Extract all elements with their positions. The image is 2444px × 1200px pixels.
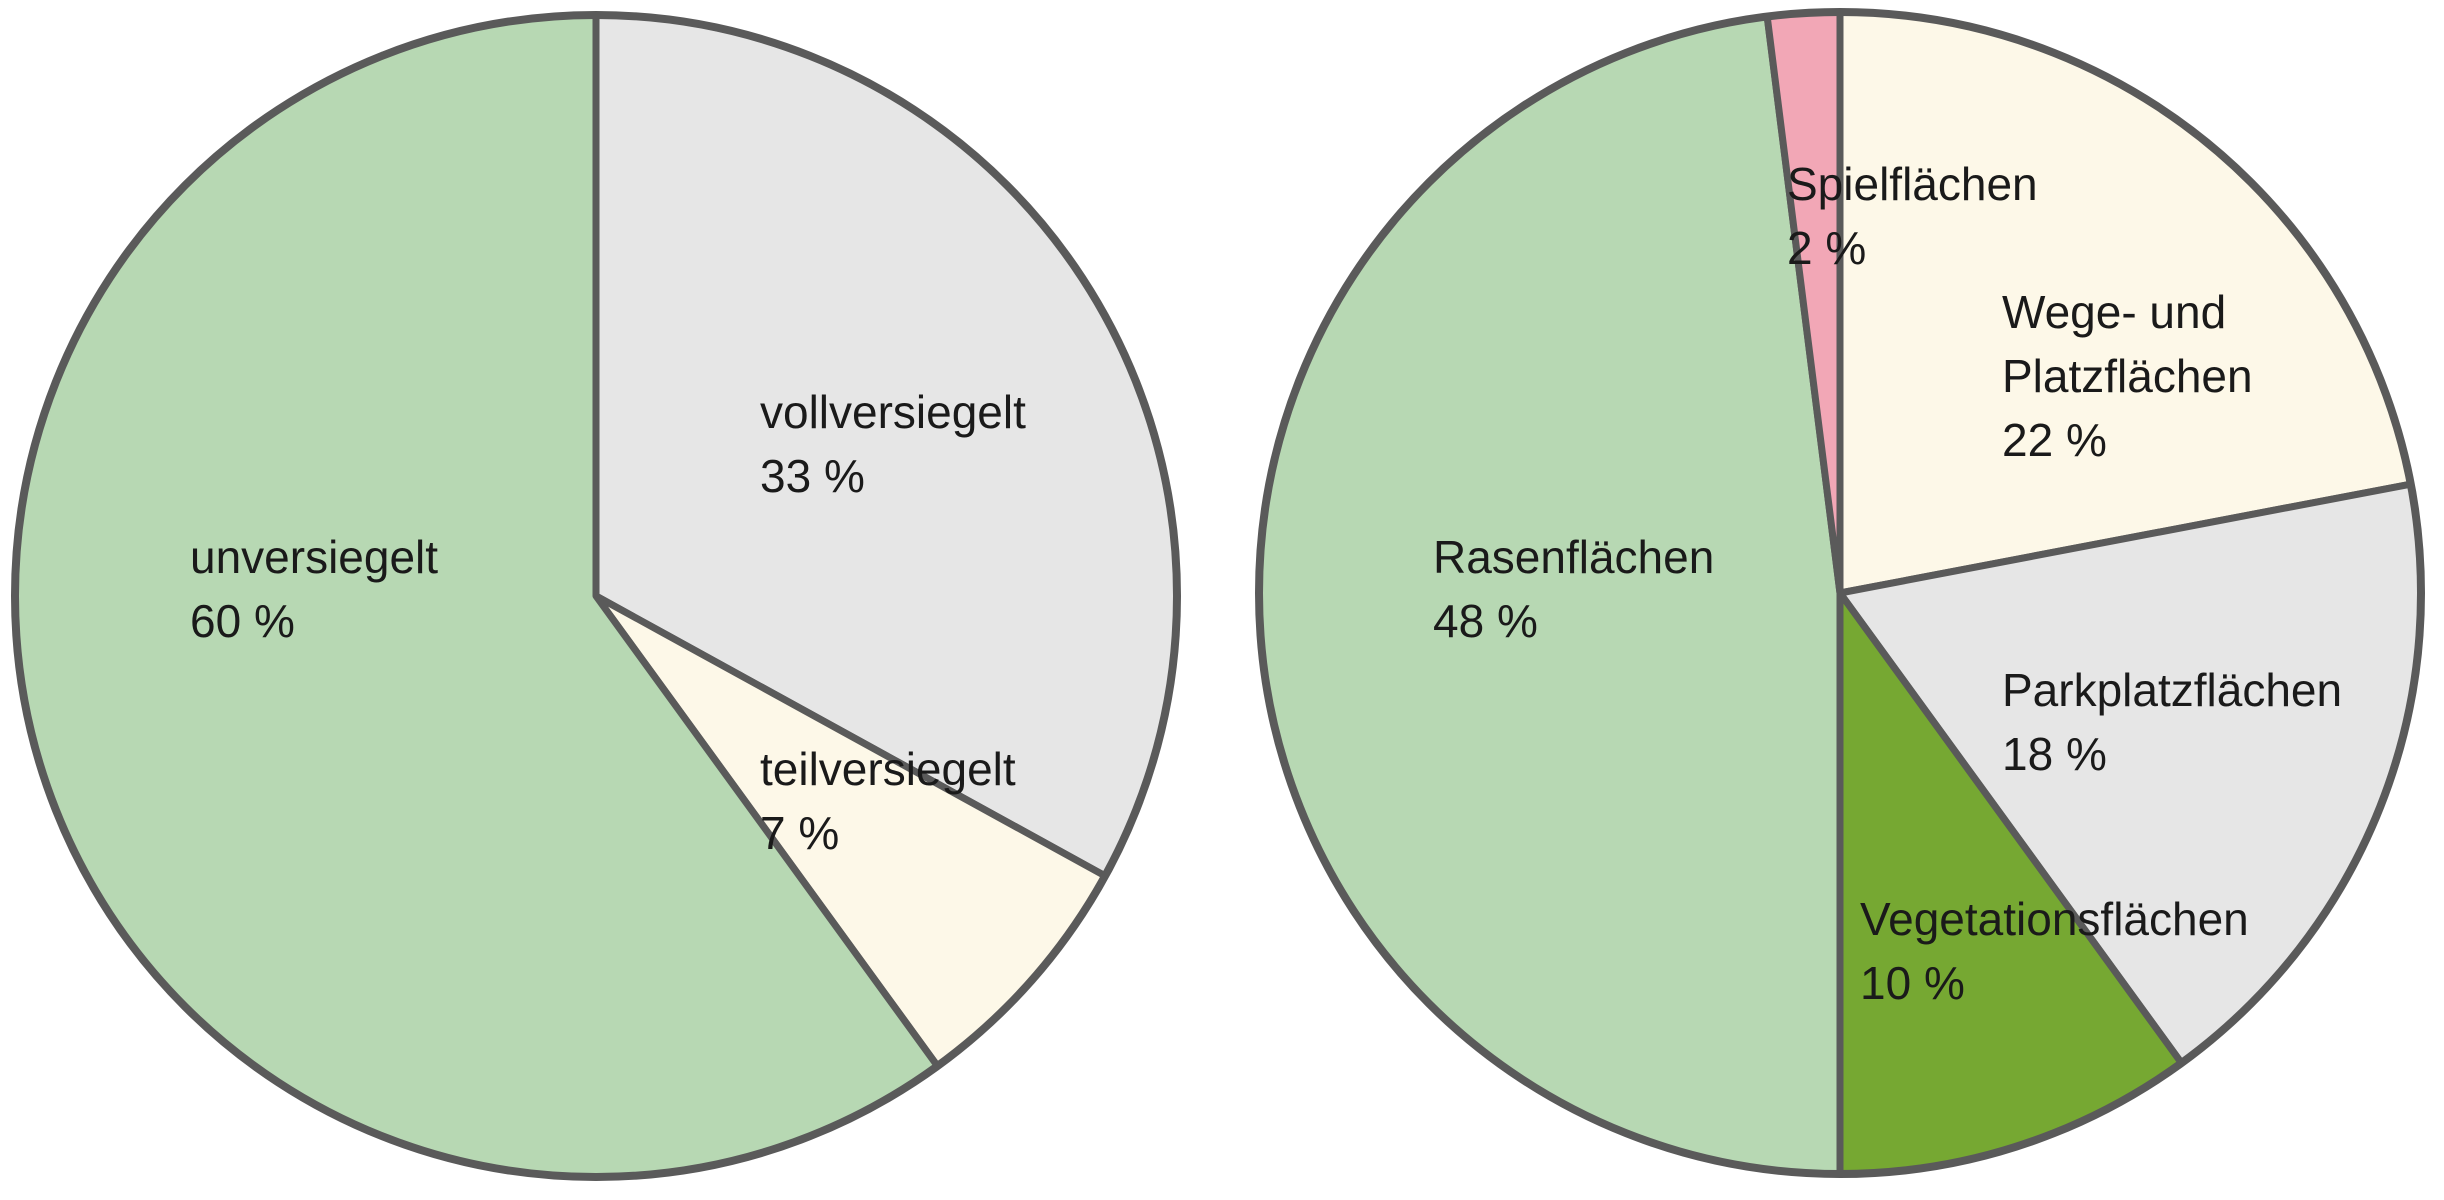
pie-outline [1255, 8, 2425, 1178]
slice-label-vollversiegelt: vollversiegelt 33 % [760, 386, 1026, 502]
slice-label-teilversiegelt: teilversiegelt 7 % [760, 743, 1016, 859]
slice-label-rasenflaechen: Rasenflächen 48 % [1433, 531, 1714, 647]
slice-label-parkplatzflaechen: Parkplatzflächen 18 % [2002, 664, 2342, 780]
pie-outline [11, 11, 1181, 1181]
pie-chart-surface-types: Wege- und Platzflächen 22 % Parkplatzfläche… [1255, 8, 2425, 1178]
slice-label-wege-und-platzflaechen: Wege- und Platzflächen 22 % [2002, 286, 2253, 466]
slice-label-vegetationsflaechen: Vegetationsflächen 10 % [1860, 893, 2249, 1009]
pie-slice-rasenflaechen [1255, 13, 1844, 1178]
slice-label-spielflaechen: Spielflächen 2 % [1787, 158, 2038, 274]
slice-label-unversiegelt: unversiegelt 60 % [190, 531, 438, 647]
pie-chart-sealing: vollversiegelt 33 % teilversiegelt 7 % unver… [11, 11, 1181, 1181]
